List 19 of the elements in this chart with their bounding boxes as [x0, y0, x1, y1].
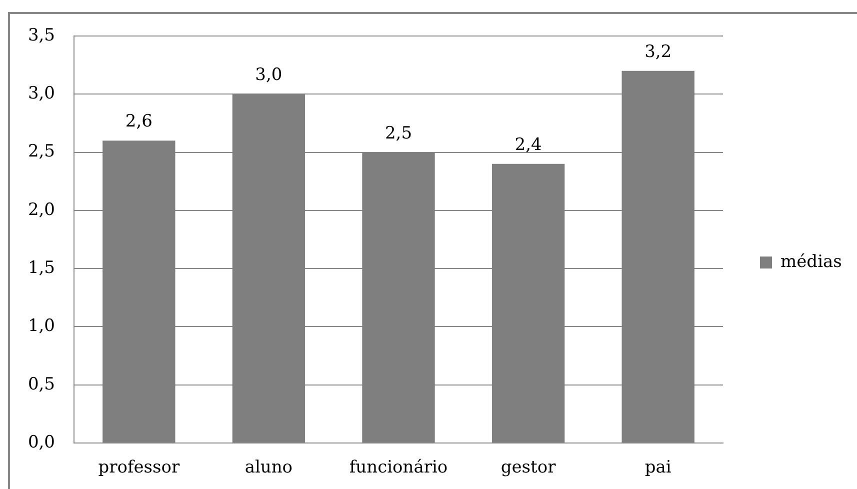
- y-tick-label: 2,5: [28, 142, 55, 162]
- x-tick-label: pai: [644, 458, 672, 478]
- x-tick-label: aluno: [244, 458, 293, 478]
- y-tick-label: 3,5: [28, 25, 55, 46]
- y-tick-label: 3,0: [28, 84, 55, 104]
- x-tick-label: funcionário: [349, 458, 448, 478]
- data-label: 2,5: [384, 123, 412, 144]
- data-label: 3,2: [644, 42, 672, 62]
- data-label: 2,4: [514, 134, 542, 155]
- x-tick-label: professor: [98, 458, 180, 478]
- y-tick-label: 2,0: [28, 200, 55, 220]
- data-label: 3,0: [255, 65, 282, 86]
- y-tick-label: 1,5: [28, 258, 55, 278]
- x-tick-label: gestor: [500, 458, 557, 478]
- data-label: 2,6: [125, 112, 152, 132]
- y-tick-label: 0,5: [28, 374, 55, 394]
- y-tick-label: 1,0: [28, 316, 55, 336]
- legend-label: médias: [780, 252, 842, 272]
- y-tick-label: 0,0: [28, 432, 55, 452]
